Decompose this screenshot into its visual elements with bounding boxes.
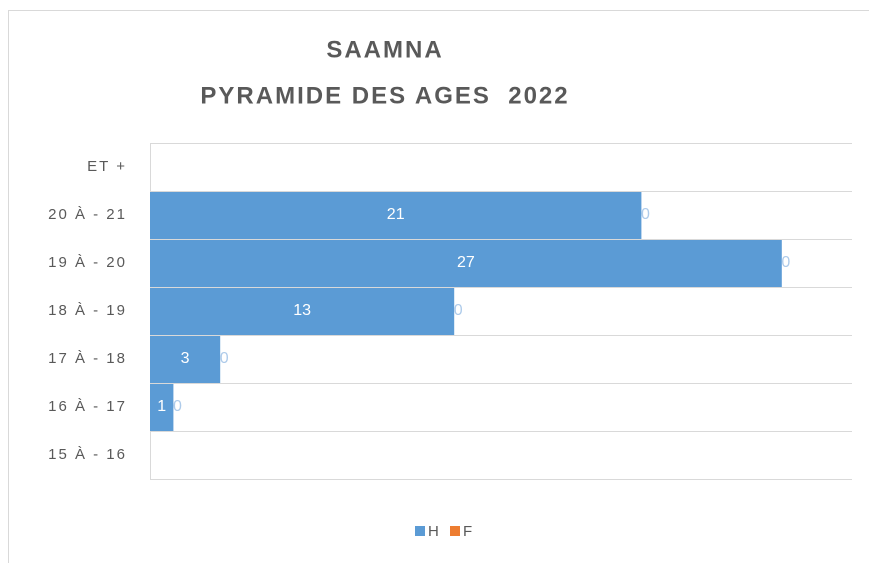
data-label: 0: [220, 350, 229, 367]
bar: [150, 336, 221, 383]
data-label: 1: [157, 398, 166, 415]
data-label: 21: [387, 206, 405, 223]
bar: [150, 288, 455, 335]
y-tick-label: 15 À - 16: [48, 446, 127, 463]
y-tick-label: 18 À - 19: [48, 302, 127, 319]
chart-subtitle: PYRAMIDE DES AGES 2022: [200, 82, 569, 109]
legend-swatch: [415, 526, 425, 536]
legend-swatch: [450, 526, 460, 536]
data-label: 3: [181, 350, 190, 367]
legend-label: F: [463, 523, 472, 540]
data-label: 13: [293, 302, 311, 319]
y-tick-label: ET +: [87, 158, 127, 175]
data-label: 0: [173, 398, 182, 415]
y-tick-label: 17 À - 18: [48, 350, 127, 367]
chart-title: SAAMNA: [326, 36, 443, 63]
data-label: 27: [457, 254, 475, 271]
data-label: 0: [781, 254, 790, 271]
bar: [150, 240, 782, 287]
y-tick-label: 19 À - 20: [48, 254, 127, 271]
y-tick-label: 16 À - 17: [48, 398, 127, 415]
bar: [150, 192, 642, 239]
legend-label: H: [428, 523, 439, 540]
y-tick-label: 20 À - 21: [48, 206, 127, 223]
data-label: 0: [454, 302, 463, 319]
bar: [150, 384, 174, 431]
data-label: 0: [641, 206, 650, 223]
